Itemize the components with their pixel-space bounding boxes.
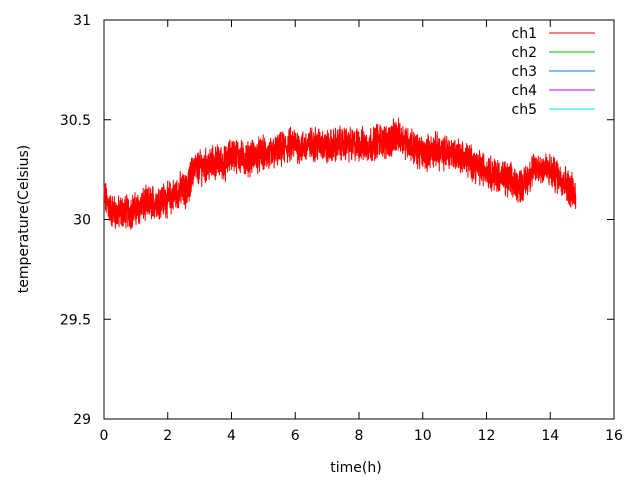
x-tick-label: 8	[355, 428, 364, 444]
y-tick-label: 29	[73, 412, 91, 428]
x-tick-label: 14	[541, 428, 559, 444]
x-axis-label: time(h)	[330, 460, 381, 476]
x-tick-label: 10	[414, 428, 432, 444]
plot-frame	[103, 19, 615, 420]
legend-label-ch2: ch2	[512, 45, 537, 61]
legend-label-ch5: ch5	[512, 102, 537, 118]
x-tick-label: 6	[291, 428, 300, 444]
y-tick-label: 30	[73, 213, 91, 229]
x-tick-label: 12	[478, 428, 496, 444]
x-tick-label: 2	[163, 428, 172, 444]
series-layer	[103, 117, 577, 230]
x-tick-label: 0	[100, 428, 109, 444]
y-tick-label: 29.5	[60, 312, 91, 328]
legend: ch1 ch2 ch3 ch4 ch5	[512, 26, 595, 118]
series-line-ch1	[103, 117, 577, 230]
legend-label-ch3: ch3	[512, 64, 537, 80]
legend-label-ch4: ch4	[512, 83, 538, 99]
legend-label-ch1: ch1	[512, 26, 537, 42]
y-tick-label: 30.5	[60, 113, 91, 129]
y-axis-label: temperature(Celsius)	[16, 145, 32, 294]
y-tick-label: 31	[73, 13, 91, 29]
x-tick-label: 16	[605, 428, 623, 444]
axis-ticks: 0 2 4 6 8 10 12 14 16 29 29.5 30 30.5 31	[60, 13, 623, 444]
x-tick-label: 4	[227, 428, 236, 444]
